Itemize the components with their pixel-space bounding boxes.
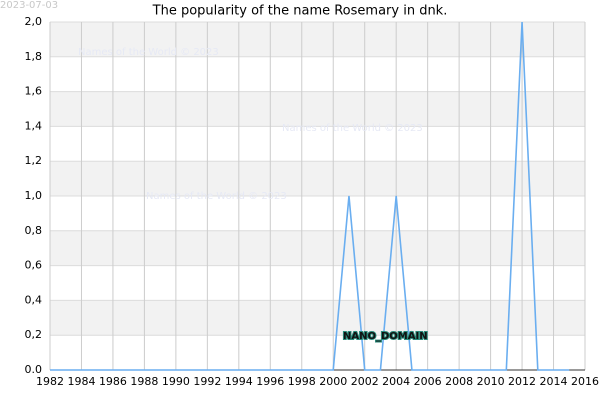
y-tick-label: 0,2 xyxy=(25,328,43,341)
y-tick-label: 1,4 xyxy=(25,119,43,132)
x-tick-label: 2008 xyxy=(445,375,473,388)
y-tick-label: 0,8 xyxy=(25,224,43,237)
y-tick-label: 1,8 xyxy=(25,50,43,63)
watermark: Names of the World © 2023 xyxy=(78,47,219,58)
x-tick-label: 1984 xyxy=(67,375,95,388)
x-tick-label: 2004 xyxy=(382,375,410,388)
grid-band xyxy=(50,230,585,266)
x-tick-label: 2010 xyxy=(477,375,505,388)
x-tick-label: 2000 xyxy=(319,375,347,388)
y-tick-label: 0.0 xyxy=(25,363,43,376)
x-tick-label: 2016 xyxy=(571,375,599,388)
y-tick-label: 0,4 xyxy=(25,293,43,306)
x-tick-label: 2012 xyxy=(508,375,536,388)
grid xyxy=(49,21,586,371)
annotation: NANO_DOMAIN xyxy=(343,331,428,342)
x-tick-label: 1998 xyxy=(288,375,316,388)
watermark: Names of the World © 2023 xyxy=(146,191,287,202)
x-tick-label: 1988 xyxy=(130,375,158,388)
x-tick-label: 1992 xyxy=(193,375,221,388)
x-tick-label: 2002 xyxy=(351,375,379,388)
grid-band xyxy=(50,161,585,196)
grid-band xyxy=(50,91,585,127)
x-tick-label: 1996 xyxy=(256,375,284,388)
x-tick-label: 2014 xyxy=(540,375,568,388)
y-tick-label: 1,6 xyxy=(25,85,43,98)
x-tick-label: 1982 xyxy=(36,375,64,388)
y-tick-label: 1,2 xyxy=(25,154,43,167)
grid-band xyxy=(50,300,585,336)
grid-band xyxy=(50,22,585,57)
x-tick-label: 1990 xyxy=(162,375,190,388)
y-tick-label: 0,6 xyxy=(25,259,43,272)
data-line xyxy=(50,21,570,371)
chart-title: The popularity of the name Rosemary in d… xyxy=(152,4,448,19)
date-stamp: 2023-07-03 xyxy=(0,0,58,11)
x-tick-label: 1986 xyxy=(99,375,127,388)
x-tick-label: 2006 xyxy=(414,375,442,388)
watermark: Names of the World © 2023 xyxy=(282,123,423,134)
x-tick-label: 1994 xyxy=(225,375,253,388)
plot-background xyxy=(50,22,585,336)
y-tick-label: 1,0 xyxy=(25,189,43,202)
y-tick-label: 2,0 xyxy=(25,15,43,28)
